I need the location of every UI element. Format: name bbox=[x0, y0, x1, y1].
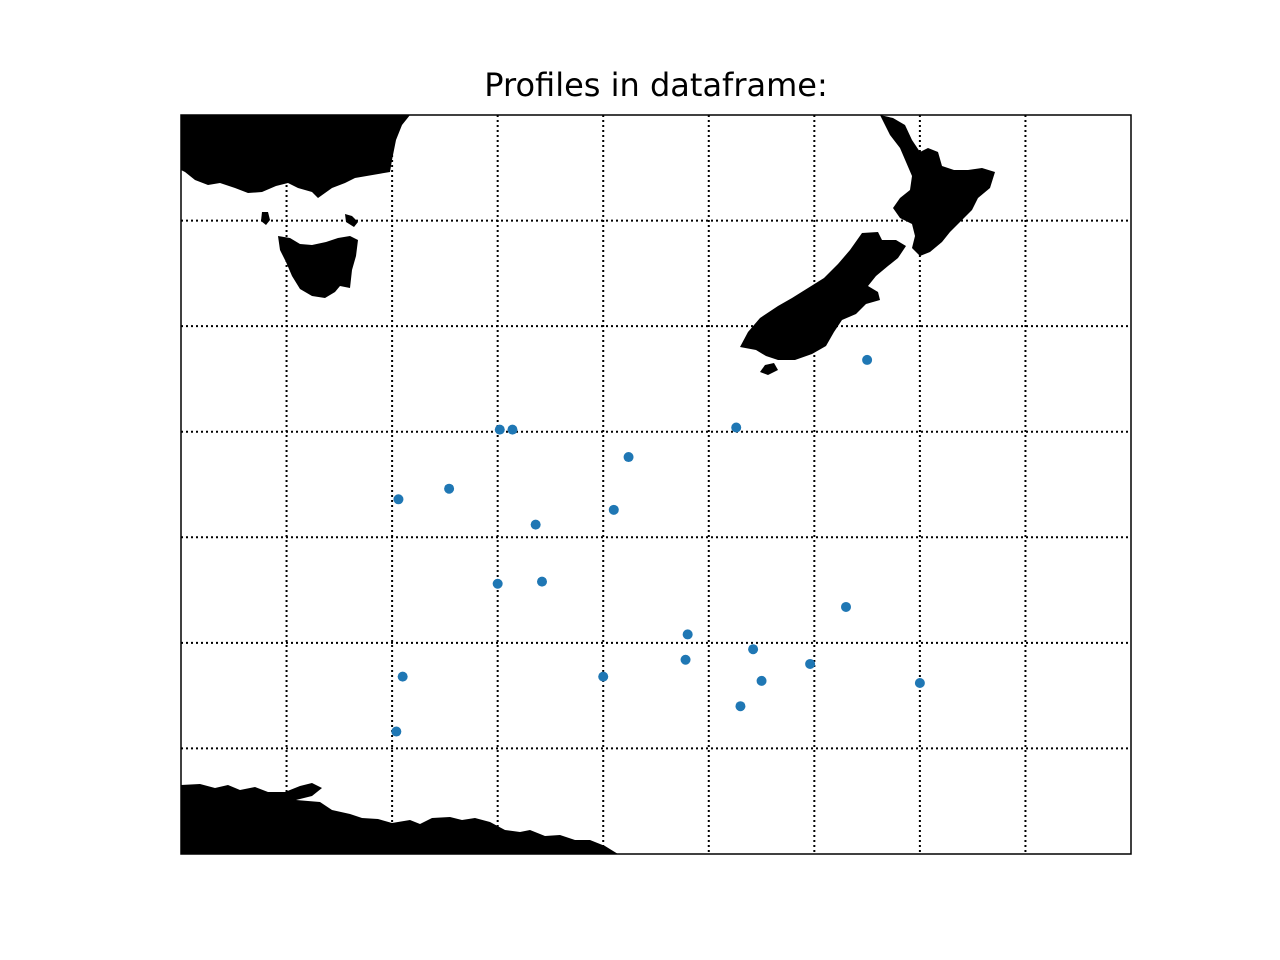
profile-point bbox=[756, 675, 767, 686]
profile-point bbox=[731, 422, 742, 433]
profile-point bbox=[393, 494, 404, 505]
profile-point bbox=[914, 677, 925, 688]
profile-point bbox=[680, 654, 691, 665]
map-frame bbox=[180, 114, 1132, 855]
profile-point bbox=[735, 701, 746, 712]
profile-point bbox=[537, 576, 547, 587]
graticule bbox=[181, 115, 1131, 854]
profile-point bbox=[492, 578, 503, 589]
profile-points bbox=[391, 354, 925, 737]
profile-point bbox=[748, 644, 759, 655]
stewart-island bbox=[760, 363, 778, 375]
nz-south-island bbox=[740, 232, 906, 360]
profile-point bbox=[507, 424, 518, 435]
profile-point bbox=[862, 354, 873, 365]
profile-point bbox=[841, 601, 851, 612]
profile-point bbox=[623, 452, 634, 463]
antarctica-land bbox=[181, 783, 618, 854]
profile-point bbox=[494, 424, 505, 435]
nz-north-island bbox=[880, 115, 995, 256]
profile-point bbox=[682, 629, 693, 640]
profile-point bbox=[608, 504, 619, 515]
map-area bbox=[181, 115, 1131, 854]
profile-point bbox=[391, 726, 402, 737]
tasmania-land bbox=[278, 236, 358, 298]
map-title: Profiles in dataframe: bbox=[484, 66, 828, 104]
land-layer bbox=[181, 115, 995, 854]
profile-point bbox=[805, 658, 816, 669]
profile-point bbox=[444, 483, 455, 494]
profile-point bbox=[397, 671, 408, 682]
australia-land bbox=[181, 115, 410, 198]
king-island bbox=[261, 212, 270, 225]
profile-point bbox=[598, 671, 609, 682]
profile-point bbox=[530, 519, 541, 530]
